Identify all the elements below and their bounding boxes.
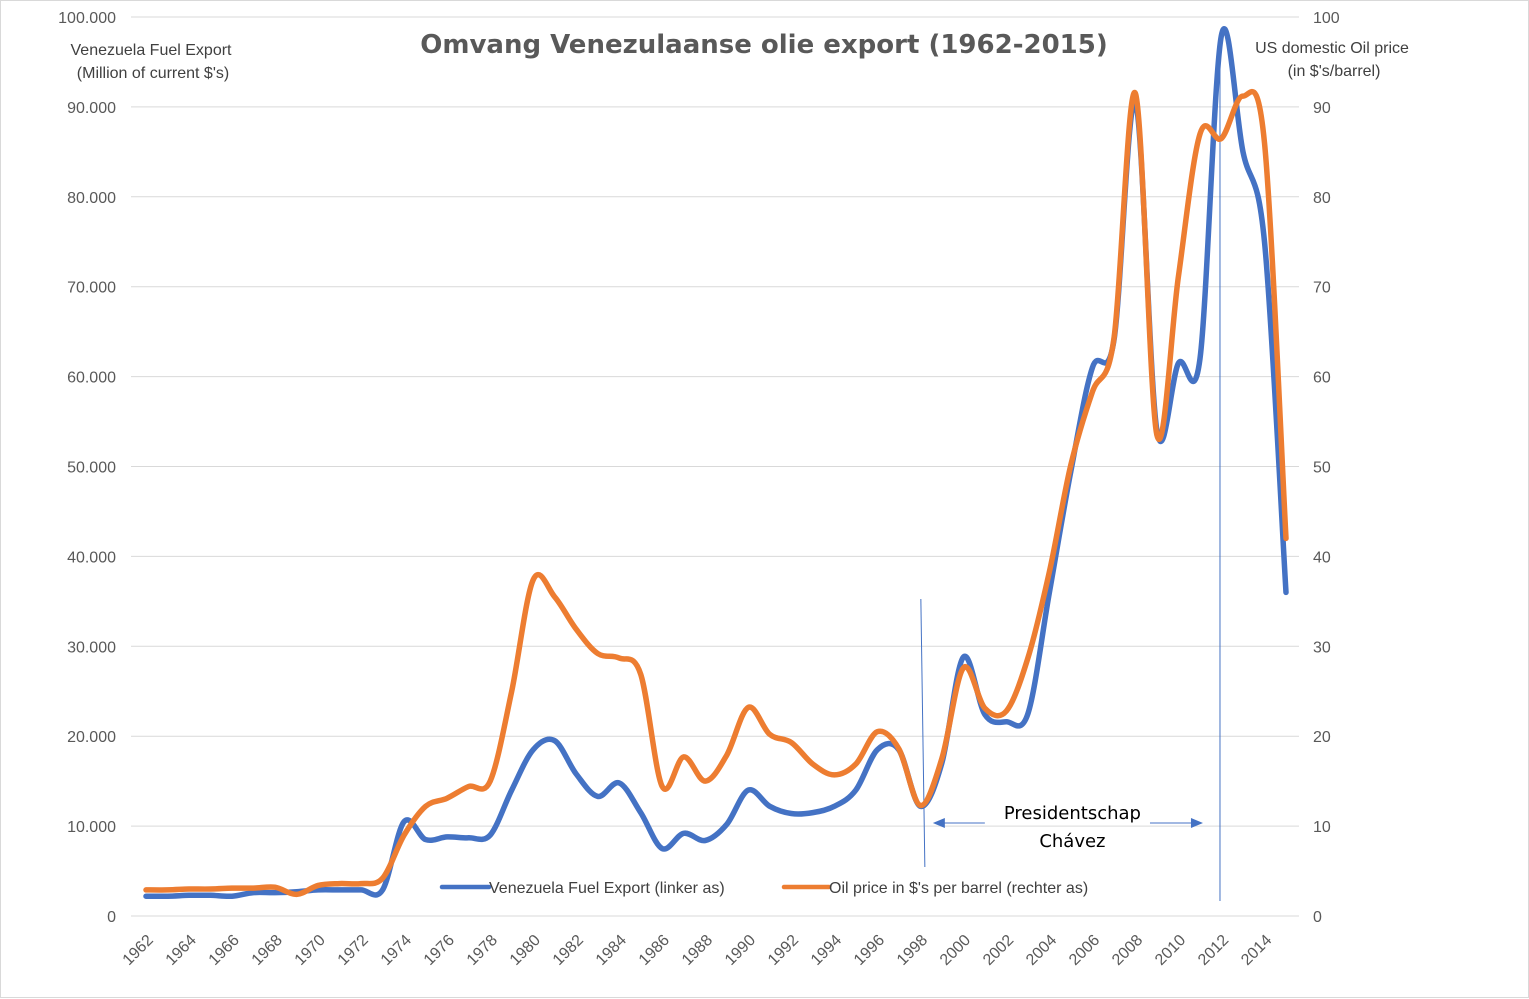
chavez-annotation: Presidentschap Chávez [920,67,1221,901]
legend: Venezuela Fuel Export (linker as) Oil pr… [439,880,1088,897]
left-tick-label: 10.000 [67,819,116,836]
right-axis-title-line2: (in $'s/barrel) [1288,63,1381,80]
right-tick-label: 30 [1313,639,1331,656]
x-tick-label: 1980 [507,932,544,969]
left-tick-label: 0 [107,909,116,926]
x-tick-label: 1964 [163,932,200,969]
left-tick-label: 40.000 [67,549,116,566]
x-tick-label: 2000 [937,932,974,969]
x-tick-label: 2004 [1023,932,1060,969]
x-tick-label: 2010 [1152,932,1189,969]
right-tick-label: 100 [1313,10,1340,27]
right-tick-label: 60 [1313,370,1331,387]
right-tick-label: 70 [1313,280,1331,297]
left-axis-title-line2: (Million of current $'s) [77,65,229,82]
right-tick-label: 40 [1313,549,1331,566]
x-tick-label: 1992 [765,932,802,969]
series-lines [143,26,1289,900]
left-tick-label: 90.000 [67,100,116,117]
right-axis-title-line1: US domestic Oil price [1255,40,1409,57]
x-tick-label: 2008 [1109,932,1146,969]
left-tick-label: 100.000 [58,10,116,27]
x-axis-ticks: 1962 1964 1966 1968 1970 1972 1974 1976 1978 1980… [120,932,1276,969]
x-tick-label: 1996 [851,932,888,969]
left-tick-label: 50.000 [67,460,116,477]
x-tick-label: 2012 [1195,932,1232,969]
x-tick-label: 2006 [1066,932,1103,969]
x-tick-label: 1988 [679,932,716,969]
x-tick-label: 1966 [206,932,243,969]
x-tick-label: 1986 [636,932,673,969]
annotation-arrow-left-head [932,818,945,828]
right-tick-label: 80 [1313,190,1331,207]
gridlines [131,16,1299,917]
right-axis-ticks: 0 10 20 30 40 50 60 70 80 90 100 [1313,10,1340,926]
x-tick-label: 1976 [421,932,458,969]
left-tick-label: 70.000 [67,280,116,297]
left-axis-ticks: 0 10.000 20.000 30.000 40.000 50.000 60.000 70.… [58,10,116,926]
left-tick-label: 30.000 [67,639,116,656]
left-tick-label: 60.000 [67,370,116,387]
annotation-arrow-right-head [1190,818,1203,828]
x-tick-label: 1972 [335,932,372,969]
legend-label-export: Venezuela Fuel Export (linker as) [489,880,725,897]
annotation-start-line [920,598,926,868]
x-tick-label: 1962 [120,932,157,969]
x-tick-label: 2014 [1238,932,1275,969]
x-tick-label: 1998 [894,932,931,969]
legend-label-oil: Oil price in $'s per barrel (rechter as) [829,880,1088,897]
chart-title: Omvang Venezulaanse olie export (1962-20… [420,30,1108,60]
x-tick-label: 2002 [980,932,1017,969]
x-tick-label: 1974 [378,932,415,969]
right-tick-label: 0 [1313,909,1322,926]
x-tick-label: 1970 [292,932,329,969]
x-tick-label: 1994 [808,932,845,969]
right-tick-label: 50 [1313,460,1331,477]
left-axis-title-line1: Venezuela Fuel Export [71,42,233,59]
left-tick-label: 20.000 [67,729,116,746]
series-line-fuel-export [143,26,1289,900]
x-tick-label: 1982 [550,932,587,969]
right-tick-label: 10 [1313,819,1331,836]
x-tick-label: 1990 [722,932,759,969]
right-tick-label: 90 [1313,100,1331,117]
x-tick-label: 1978 [464,932,501,969]
series-line-oil-price [143,88,1289,898]
x-tick-label: 1968 [249,932,286,969]
x-tick-label: 1984 [593,932,630,969]
annotation-text-line2: Chávez [1039,831,1105,852]
left-tick-label: 80.000 [67,190,116,207]
annotation-text-line1: Presidentschap [1004,803,1141,824]
right-tick-label: 20 [1313,729,1331,746]
